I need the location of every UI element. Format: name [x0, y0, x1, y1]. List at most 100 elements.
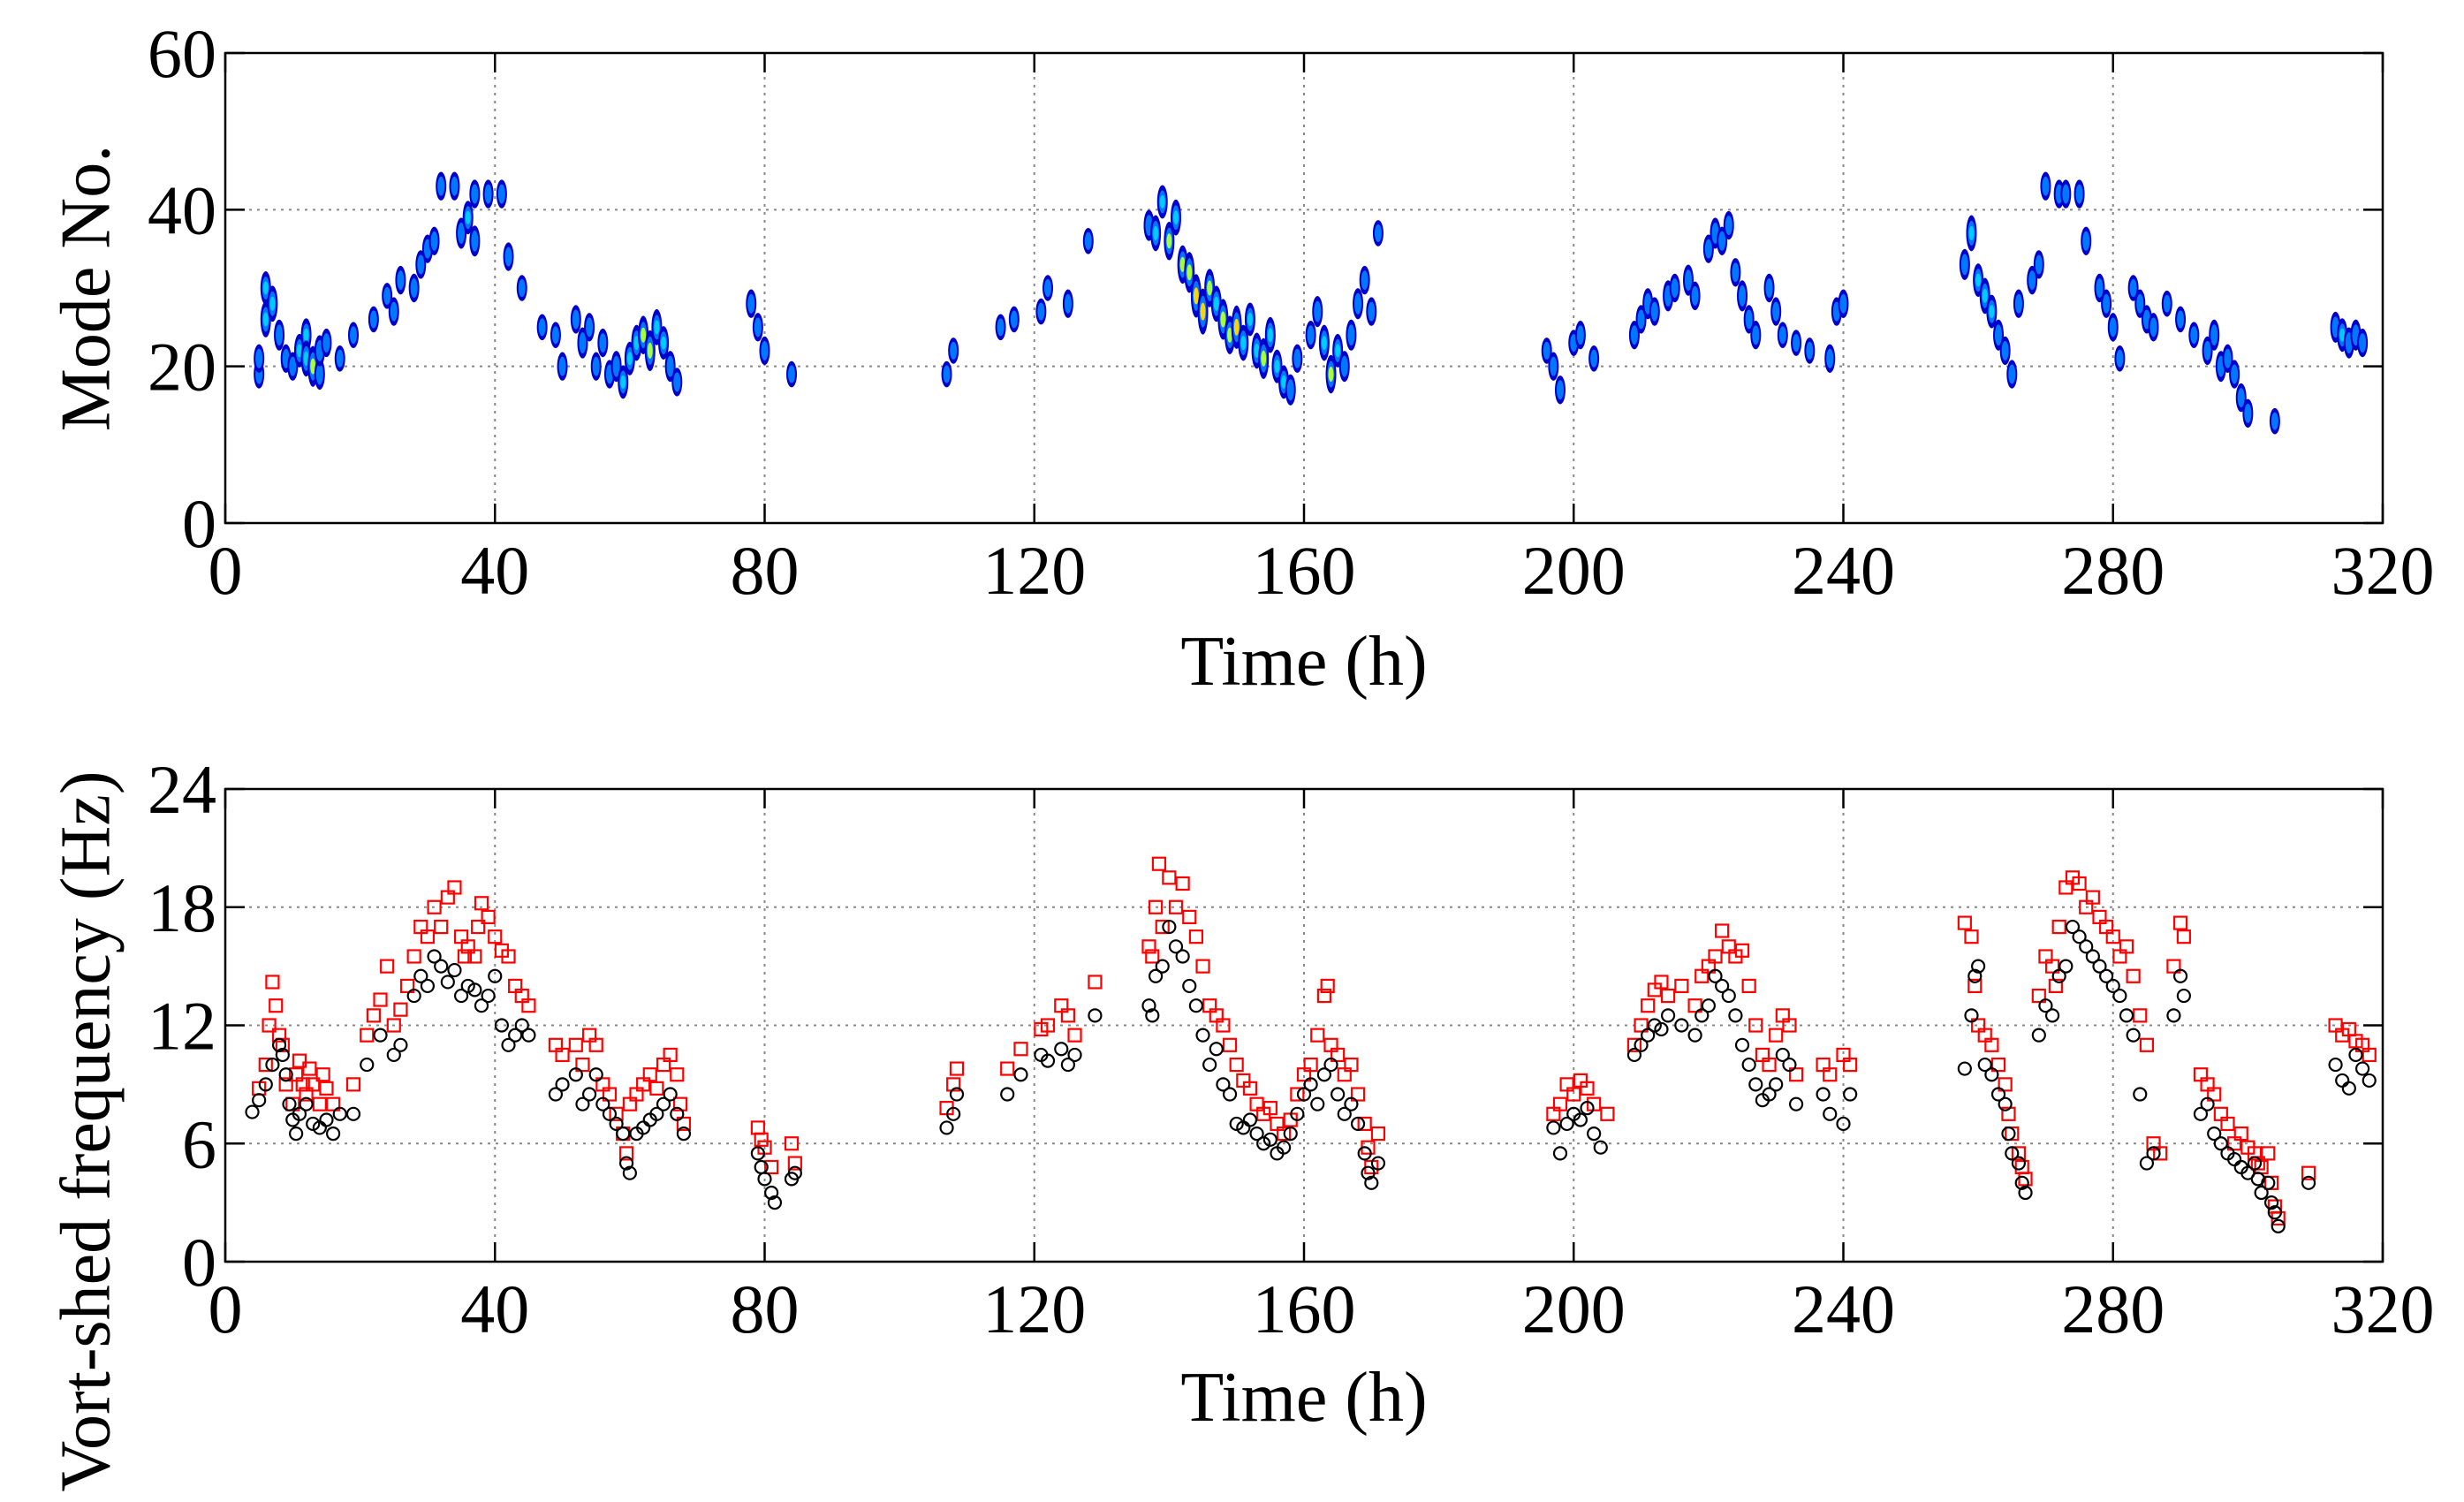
data-point-circle [1748, 1077, 1763, 1092]
data-point-circle [1195, 1028, 1210, 1043]
data-point-circle [1788, 1096, 1804, 1111]
data-point-circle [764, 1185, 779, 1201]
data-point-circle [447, 962, 462, 978]
heatmap-cell-core [612, 355, 620, 377]
data-point-circle [757, 1172, 772, 1187]
heatmap-cell-peak [633, 336, 640, 351]
heatmap-cell-core [2008, 364, 2016, 384]
data-point-square [326, 1096, 341, 1111]
data-point-circle [440, 975, 455, 990]
data-point-circle [2058, 959, 2074, 974]
data-point-square [1175, 876, 1190, 891]
x-tick-label: 320 [2331, 532, 2435, 609]
heatmap-cell-core [1354, 292, 1362, 315]
heatmap-cell-core [586, 317, 594, 338]
data-point-circle [750, 1146, 765, 1161]
heatmap-cell-core [497, 184, 505, 204]
data-point-circle [1222, 1087, 1238, 1102]
data-point-square [295, 1077, 310, 1092]
data-point-circle [1593, 1140, 1608, 1155]
data-point-square [2001, 1106, 2016, 1121]
data-point-square [420, 929, 436, 944]
data-point-circle [2341, 1081, 2356, 1096]
data-point-square [2261, 1146, 2276, 1161]
data-point-circle [1964, 1008, 1979, 1023]
data-point-square [1715, 923, 1730, 938]
heatmap-cell-peak [1328, 367, 1334, 383]
y-tick-label: 60 [148, 15, 216, 92]
data-point-square [1654, 975, 1669, 990]
data-point-circle [292, 1106, 307, 1121]
data-point-circle [1296, 1087, 1312, 1102]
data-point-circle [2011, 1156, 2027, 1171]
data-point-circle [299, 1096, 314, 1111]
data-point-circle [1641, 1028, 1656, 1043]
data-point-circle [670, 1106, 685, 1121]
data-point-circle [1674, 1018, 1689, 1033]
data-point-circle [609, 1116, 624, 1132]
data-point-square [2207, 1087, 2222, 1102]
data-point-circle [1216, 1077, 1231, 1092]
data-point-circle [2267, 1205, 2282, 1220]
heatmap-cell-peak [1227, 327, 1233, 343]
data-point-circle [1971, 959, 1986, 974]
data-point-circle [1262, 1132, 1277, 1147]
heatmap-cell-core [1995, 324, 2003, 346]
data-point-square [1222, 1037, 1238, 1052]
data-point-circle [1708, 968, 1723, 983]
heatmap-cell-core [572, 309, 580, 330]
heatmap-cell-core [1314, 300, 1322, 322]
data-point-square [754, 1132, 769, 1147]
data-point-circle [602, 1106, 618, 1121]
data-point-circle [2112, 988, 2127, 1004]
data-point-square [2018, 1172, 2033, 1187]
data-point-circle [2133, 1087, 2148, 1102]
data-point-circle [2207, 1126, 2222, 1142]
heatmap-cell-core [2163, 294, 2171, 313]
data-point-square [1145, 949, 1160, 964]
data-point-square [750, 1120, 765, 1135]
data-point-square [1998, 1077, 2013, 1092]
heatmap-cell-core [788, 365, 796, 383]
data-point-square [406, 949, 421, 964]
data-point-circle [1013, 1067, 1028, 1082]
data-point-circle [1775, 1047, 1790, 1063]
heatmap-cell-core [2231, 364, 2239, 384]
data-point-circle [373, 1028, 388, 1043]
heatmap-cell-core [255, 348, 263, 368]
top-y-tick-labels: 0 20 40 60 [148, 15, 216, 562]
data-point-square [521, 998, 536, 1013]
data-point-square [315, 1067, 330, 1082]
data-point-square [1344, 1057, 1359, 1073]
data-point-circle [946, 1106, 961, 1121]
heatmap-cell-core [1671, 278, 1679, 298]
heatmap-cell-peak [310, 358, 316, 375]
y-tick-label: 0 [182, 1224, 216, 1301]
data-point-circle [2263, 1195, 2279, 1210]
data-point-square [292, 1053, 307, 1068]
data-point-circle [2126, 1028, 2141, 1043]
bottom-plot-frame [224, 787, 2384, 1263]
data-point-circle [2051, 968, 2066, 983]
data-point-circle [656, 1096, 671, 1111]
data-point-square [1748, 1018, 1763, 1033]
data-point-square [427, 899, 442, 914]
data-point-square [2139, 1037, 2155, 1052]
data-point-square [787, 1156, 802, 1171]
data-point-circle [1370, 1156, 1386, 1171]
data-point-square [1964, 929, 1979, 944]
top-x-tick-labels: 0 40 80 120 160 200 240 280 320 [208, 532, 2435, 609]
data-point-square [670, 1067, 685, 1082]
heatmap-cell-core [2109, 317, 2117, 338]
heatmap-cell-core [390, 301, 398, 322]
heatmap-cell-core [1361, 270, 1368, 291]
data-point-square [302, 1061, 317, 1076]
data-point-square [1310, 1028, 1325, 1043]
heatmap-cell-core [2271, 412, 2278, 430]
data-point-circle [2328, 1057, 2343, 1073]
data-point-circle [1559, 1116, 1574, 1132]
heatmap-cell-core [1590, 349, 1598, 368]
data-point-circle [2176, 988, 2191, 1004]
heatmap-cell-core [397, 270, 405, 291]
data-point-circle [1967, 968, 1983, 983]
